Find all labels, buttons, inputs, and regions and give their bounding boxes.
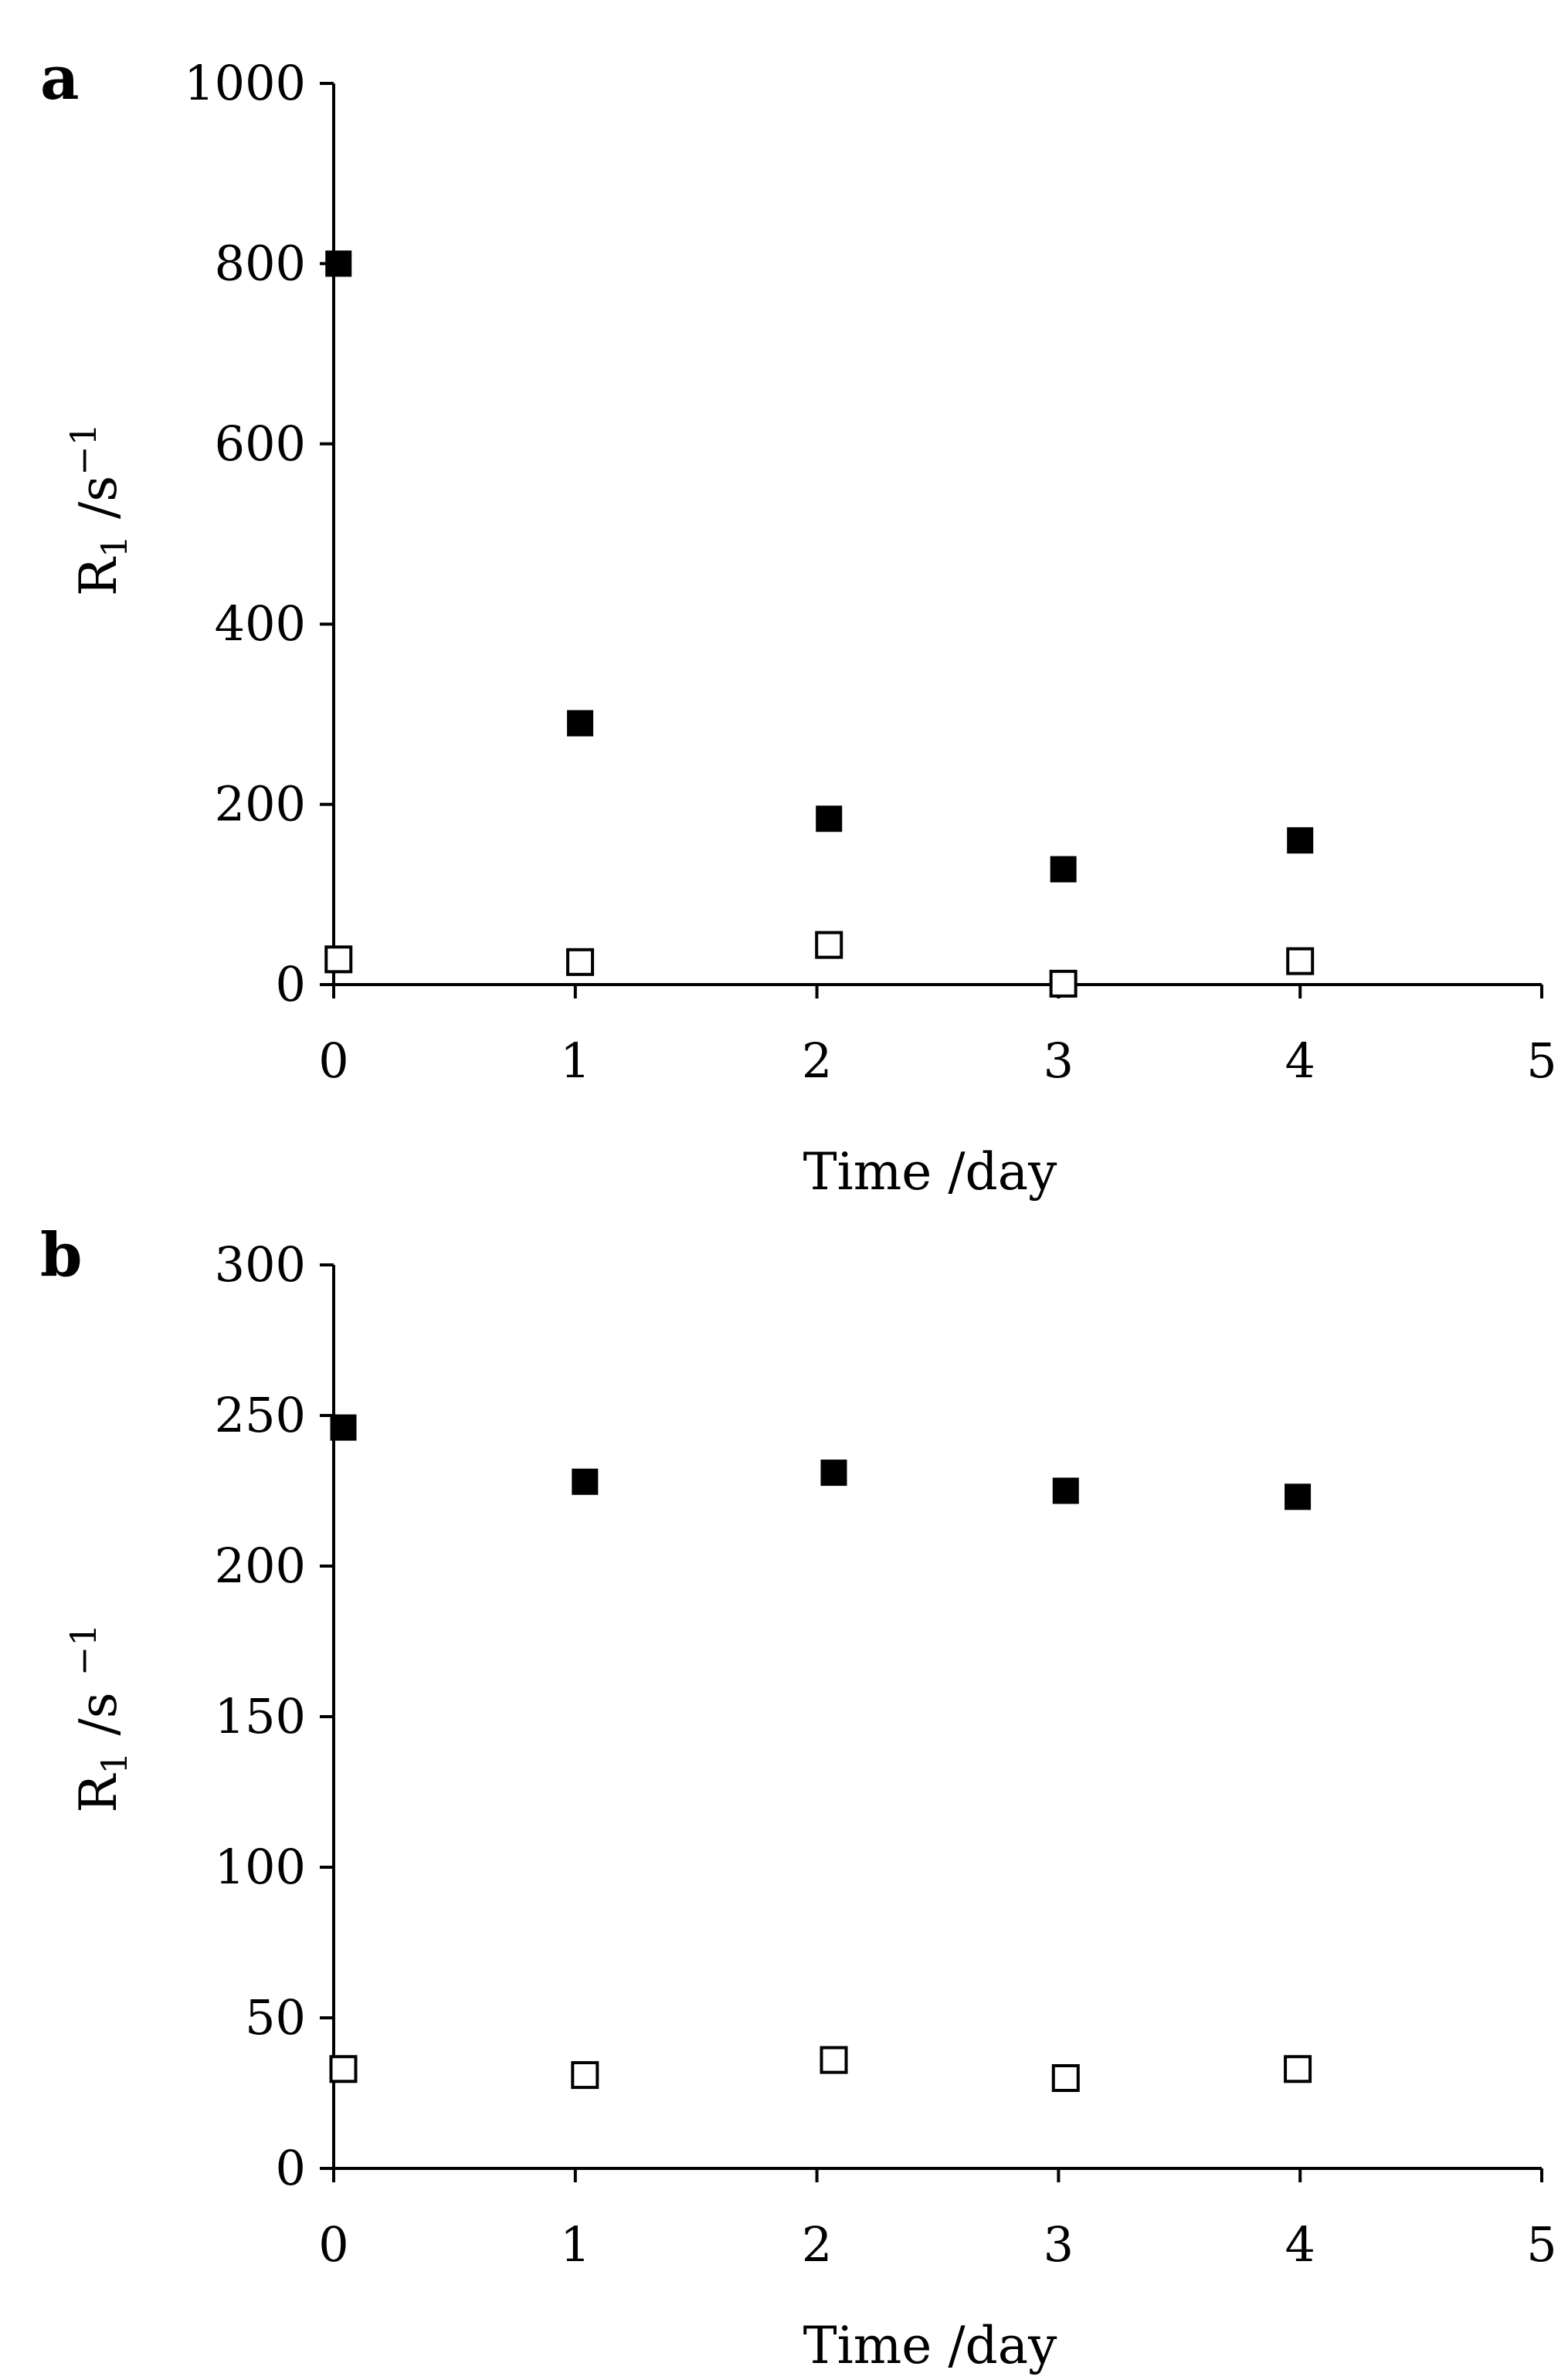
y-tick-label: 100 <box>215 1839 306 1895</box>
x-axis-title: Time /day <box>803 2316 1058 2375</box>
y-axis-title-unit: /s <box>69 1676 128 1751</box>
y-axis-title: R1 /s−1 <box>63 423 135 596</box>
data-point-filled <box>1285 1483 1312 1510</box>
x-tick-label: 3 <box>1044 1032 1074 1089</box>
data-point-open <box>1051 2064 1080 2092</box>
data-point-filled <box>567 710 594 737</box>
y-tick-label: 50 <box>245 1989 306 2046</box>
data-point-filled <box>330 1414 357 1441</box>
data-point-open <box>324 945 353 974</box>
y-tick-label: 250 <box>215 1387 306 1443</box>
y-tick-label: 1000 <box>184 55 306 111</box>
y-axis-title: R1 /s −1 <box>63 1624 135 1813</box>
panel-b: b 0 50 100 150 200 250 300 0 1 2 3 4 5 Time /day R1 /s … <box>40 1220 1557 2375</box>
y-tick-label: 800 <box>215 235 306 291</box>
panel-letter: b <box>40 1220 83 1290</box>
y-tick-label: 0 <box>276 2140 306 2196</box>
data-point-filled <box>820 1460 847 1487</box>
data-point-filled <box>325 250 352 277</box>
data-point-open <box>815 931 843 959</box>
y-axis-title-unit: /s <box>69 476 128 535</box>
x-tick-label: 0 <box>318 1032 348 1089</box>
y-axis-title-superscript: −1 <box>63 423 104 476</box>
panel-letter: a <box>40 43 80 114</box>
x-tick-label: 0 <box>318 2216 348 2273</box>
x-tick-label: 2 <box>802 2216 832 2273</box>
data-point-filled <box>572 1468 599 1495</box>
y-tick-label: 200 <box>215 1538 306 1594</box>
data-point-open <box>329 2055 358 2083</box>
x-tick-label: 3 <box>1044 2216 1074 2273</box>
data-point-filled <box>1287 827 1314 854</box>
y-axis-title-main: R <box>69 556 128 596</box>
y-tick-label: 600 <box>215 415 306 472</box>
data-point-open <box>1286 947 1315 975</box>
x-tick-label: 5 <box>1526 2216 1556 2273</box>
x-tick-label: 2 <box>802 1032 832 1089</box>
data-point-open <box>1049 969 1078 998</box>
y-tick-label: 400 <box>215 595 306 652</box>
data-point-filled <box>816 805 843 832</box>
y-tick-label: 150 <box>215 1688 306 1744</box>
data-point-filled <box>1050 856 1077 883</box>
data-point-open <box>571 2061 599 2090</box>
y-tick-label: 200 <box>215 776 306 832</box>
y-axis-title-subscript: 1 <box>93 535 135 558</box>
data-point-open <box>1284 2055 1312 2083</box>
data-point-filled <box>1052 1477 1079 1504</box>
x-axis-title: Time /day <box>803 1142 1058 1202</box>
x-tick-label: 4 <box>1285 1032 1315 1089</box>
x-tick-label: 1 <box>560 1032 590 1089</box>
x-tick-label: 1 <box>560 2216 590 2273</box>
data-point-open <box>566 948 595 976</box>
x-tick-label: 4 <box>1285 2216 1315 2273</box>
data-point-open <box>820 2046 848 2074</box>
y-tick-label: 300 <box>215 1236 306 1293</box>
y-axis-title-main: R <box>69 1772 128 1812</box>
y-tick-label: 0 <box>276 956 306 1012</box>
y-axis-title-superscript: −1 <box>63 1624 104 1677</box>
x-tick-label: 5 <box>1526 1032 1556 1089</box>
y-axis-title-subscript: 1 <box>93 1751 135 1774</box>
